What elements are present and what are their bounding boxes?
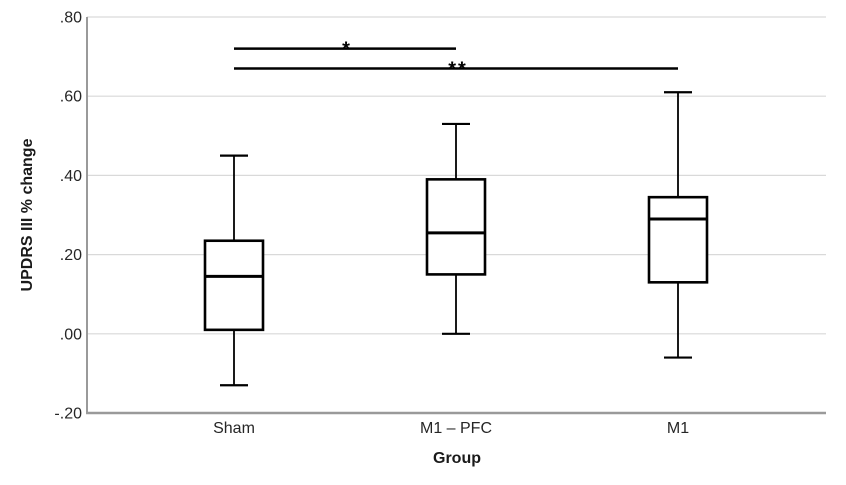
y-tick-label: .00 bbox=[60, 326, 82, 343]
x-axis-title: Group bbox=[433, 450, 481, 467]
significance-bars: *** bbox=[234, 39, 678, 80]
y-tick-label: .80 bbox=[60, 10, 82, 27]
iqr-box bbox=[203, 239, 265, 332]
iqr-box bbox=[425, 178, 487, 276]
x-category-label-sham: Sham bbox=[213, 420, 255, 437]
significance-bar-sham-m1-pfc: * bbox=[234, 39, 456, 61]
significance-asterisks: ** bbox=[448, 58, 468, 80]
y-tick-labels: .80 .60 .40 .20 .00 -.20 bbox=[54, 10, 82, 423]
boxplot-boxes bbox=[203, 91, 709, 387]
significance-asterisks: * bbox=[342, 39, 352, 61]
x-category-label-m1-pfc: M1 – PFC bbox=[420, 420, 492, 437]
x-category-label-m1: M1 bbox=[667, 420, 689, 437]
boxplot-box-sham bbox=[203, 154, 265, 387]
significance-bar-sham-m1: ** bbox=[234, 58, 678, 80]
iqr-box bbox=[647, 195, 709, 284]
y-axis-title: UPDRS III % change bbox=[19, 138, 36, 291]
y-tick-label: .60 bbox=[60, 89, 82, 106]
y-tick-label: -.20 bbox=[54, 406, 82, 423]
x-category-labels: Sham M1 – PFC M1 bbox=[213, 420, 689, 437]
y-tick-label: .40 bbox=[60, 168, 82, 185]
boxplot-box-m1-pfc bbox=[425, 122, 487, 335]
y-tick-label: .20 bbox=[60, 247, 82, 264]
boxplot-box-m1 bbox=[647, 91, 709, 359]
